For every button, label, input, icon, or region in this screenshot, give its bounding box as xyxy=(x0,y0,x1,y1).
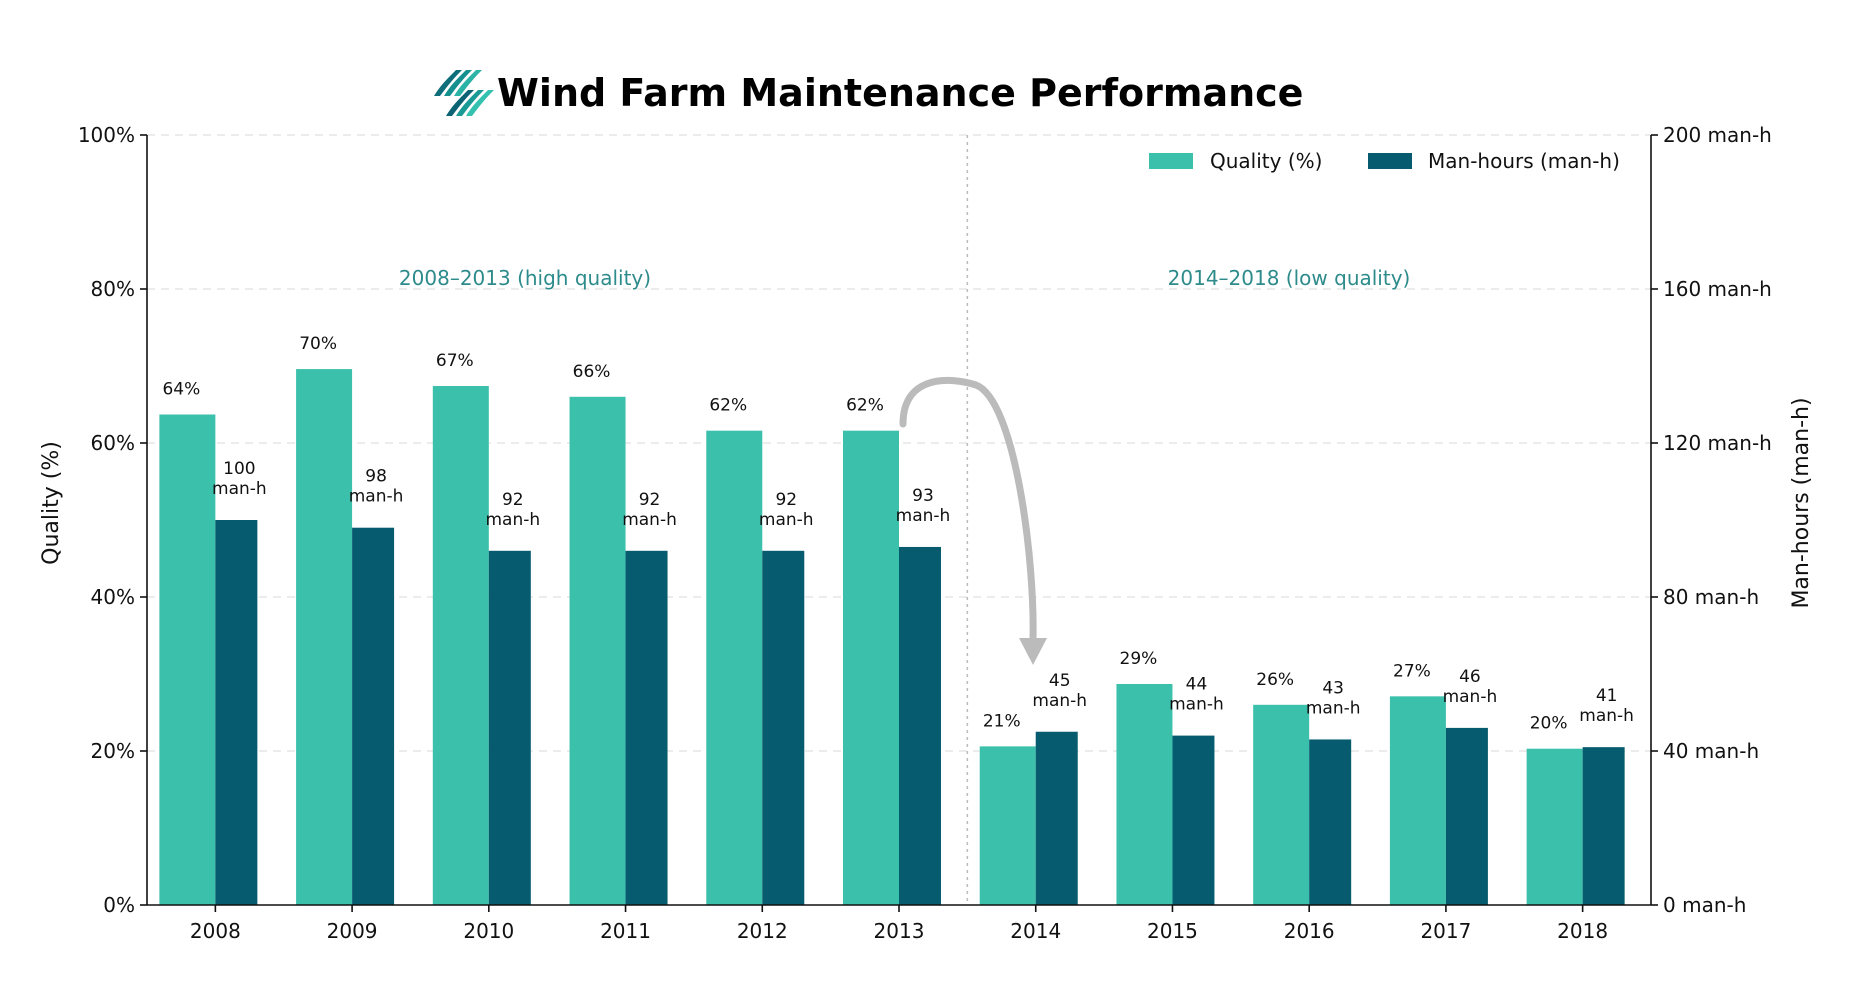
data-label-quality-2017: 27% xyxy=(1393,661,1431,681)
legend-swatch-manhours xyxy=(1368,153,1412,169)
x-tick-label: 2017 xyxy=(1420,919,1471,943)
bar-quality-2010 xyxy=(432,386,489,905)
right-tick-label: 160 man-h xyxy=(1663,277,1772,301)
period-label-high: 2008–2013 (high quality) xyxy=(399,266,651,290)
data-label-manhours-2012: 92 man-h xyxy=(759,490,814,530)
bar-quality-2014 xyxy=(979,746,1036,905)
x-tick-label: 2018 xyxy=(1557,919,1608,943)
x-tick-label: 2012 xyxy=(737,919,788,943)
bar-manhours-2008 xyxy=(215,520,258,905)
legend: Quality (%) Man-hours (man-h) xyxy=(1149,149,1620,173)
data-label-manhours-2015: 44 man-h xyxy=(1169,675,1224,715)
data-label-manhours-2017: 46 man-h xyxy=(1443,667,1498,707)
data-label-quality-2012: 62% xyxy=(709,396,747,416)
x-tick-label: 2010 xyxy=(463,919,514,943)
period-label-low: 2014–2018 (low quality) xyxy=(1168,266,1411,290)
bar-manhours-2015 xyxy=(1172,735,1215,905)
data-label-quality-2008: 64% xyxy=(162,380,200,400)
right-tick-label: 40 man-h xyxy=(1663,739,1759,763)
data-label-manhours-2009: 98 man-h xyxy=(349,467,404,507)
bar-manhours-2011 xyxy=(625,550,668,905)
bar-manhours-2018 xyxy=(1582,747,1625,905)
x-tick-label: 2008 xyxy=(190,919,241,943)
bar-manhours-2010 xyxy=(488,550,531,905)
left-tick-label: 20% xyxy=(91,739,135,763)
left-tick-label: 0% xyxy=(103,893,135,917)
data-label-manhours-2014: 45 man-h xyxy=(1032,671,1087,711)
bar-quality-2012 xyxy=(706,430,763,905)
bar-manhours-2016 xyxy=(1309,739,1352,905)
x-tick-label: 2011 xyxy=(600,919,651,943)
bar-quality-2009 xyxy=(296,369,353,906)
bar-quality-2011 xyxy=(569,396,626,905)
bar-manhours-2013 xyxy=(899,546,941,905)
x-tick-label: 2013 xyxy=(874,919,925,943)
bar-quality-2018 xyxy=(1526,748,1583,905)
data-label-manhours-2010: 92 man-h xyxy=(485,490,540,530)
left-tick-label: 60% xyxy=(91,431,135,455)
data-label-manhours-2008: 100 man-h xyxy=(212,459,267,499)
x-tick-label: 2015 xyxy=(1147,919,1198,943)
bar-data-labels: 64% 100 man-h 70% 98 man-h 67% 92 man-h 66% 92 man-… xyxy=(162,334,1634,734)
chart-title: Wind Farm Maintenance Performance xyxy=(497,71,1303,115)
legend-label-manhours: Man-hours (man-h) xyxy=(1428,149,1620,173)
right-tick-label: 80 man-h xyxy=(1663,585,1759,609)
right-tick-label: 0 man-h xyxy=(1663,893,1746,917)
bar-manhours-2017 xyxy=(1445,727,1488,905)
left-tick-label: 40% xyxy=(91,585,135,609)
legend-label-quality: Quality (%) xyxy=(1210,149,1322,173)
transition-arrow xyxy=(899,376,1047,665)
right-tick-label: 120 man-h xyxy=(1663,431,1772,455)
left-tick-label: 100% xyxy=(78,123,135,147)
bars xyxy=(159,369,1625,906)
bar-quality-2013 xyxy=(843,430,899,905)
right-axis-title: Man-hours (man-h) xyxy=(1789,397,1814,608)
bar-manhours-2014 xyxy=(1035,731,1078,905)
data-label-manhours-2018: 41 man-h xyxy=(1579,686,1634,726)
axes: 0% 20% 40% 60% 80% 100% 0 man-h 40 man-h 80 man-… xyxy=(78,123,1772,943)
data-label-quality-2009: 70% xyxy=(299,334,337,354)
data-label-quality-2015: 29% xyxy=(1120,649,1158,669)
x-tick-label: 2016 xyxy=(1284,919,1335,943)
x-tick-label: 2014 xyxy=(1010,919,1061,943)
arrow-head xyxy=(1019,638,1047,665)
chart-header: Wind Farm Maintenance Performance xyxy=(434,70,1303,116)
bar-quality-2008 xyxy=(159,414,216,905)
wind-waves-logo-icon xyxy=(434,70,494,116)
bar-quality-2016 xyxy=(1253,704,1310,905)
bar-quality-2017 xyxy=(1389,696,1446,905)
bar-manhours-2009 xyxy=(352,527,395,905)
data-label-manhours-2013: 93 man-h xyxy=(896,486,951,526)
data-label-quality-2010: 67% xyxy=(436,351,474,371)
bar-manhours-2012 xyxy=(762,550,805,905)
data-label-quality-2018: 20% xyxy=(1530,714,1568,734)
x-tick-label: 2009 xyxy=(327,919,378,943)
data-label-quality-2016: 26% xyxy=(1256,670,1294,690)
bar-quality-2015 xyxy=(1116,684,1173,905)
data-label-quality-2014: 21% xyxy=(983,711,1021,731)
data-label-quality-2013: 62% xyxy=(846,396,884,416)
data-label-manhours-2016: 43 man-h xyxy=(1306,678,1361,718)
right-tick-label: 200 man-h xyxy=(1663,123,1772,147)
left-tick-label: 80% xyxy=(91,277,135,301)
legend-swatch-quality xyxy=(1149,153,1193,169)
data-label-quality-2011: 66% xyxy=(573,362,611,382)
data-label-manhours-2011: 92 man-h xyxy=(622,490,677,530)
left-axis-title: Quality (%) xyxy=(39,441,64,565)
